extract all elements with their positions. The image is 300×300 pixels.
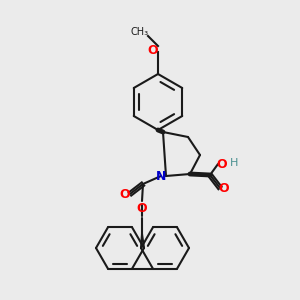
Text: O: O bbox=[219, 182, 229, 196]
Text: O: O bbox=[120, 188, 130, 200]
Text: O: O bbox=[148, 44, 158, 56]
Text: O: O bbox=[137, 202, 147, 214]
Text: H: H bbox=[230, 158, 238, 168]
Text: N: N bbox=[156, 169, 166, 182]
Text: CH₃: CH₃ bbox=[131, 27, 149, 37]
Text: O: O bbox=[217, 158, 227, 170]
